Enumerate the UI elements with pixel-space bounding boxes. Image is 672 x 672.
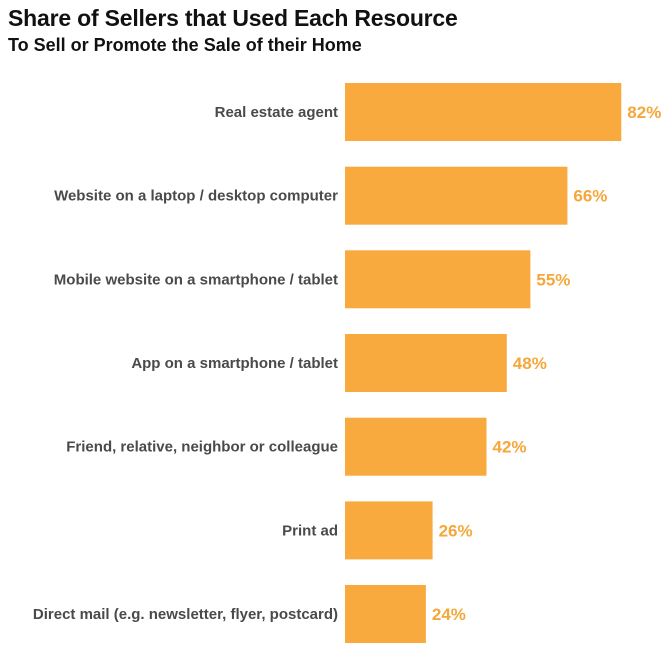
- category-label: Friend, relative, neighbor or colleague: [66, 439, 338, 456]
- category-label: App on a smartphone / tablet: [131, 355, 338, 372]
- bar: [345, 166, 568, 225]
- value-label: 55%: [536, 270, 570, 289]
- bar: [345, 250, 531, 309]
- category-label: Direct mail (e.g. newsletter, flyer, pos…: [33, 606, 338, 623]
- value-label: 82%: [627, 103, 661, 122]
- chart-subtitle: To Sell or Promote the Sale of their Hom…: [8, 35, 362, 55]
- category-label: Mobile website on a smartphone / tablet: [54, 271, 338, 288]
- value-label: 24%: [432, 605, 466, 624]
- bar: [345, 585, 426, 643]
- value-label: 66%: [573, 187, 607, 206]
- category-label: Print ad: [282, 522, 338, 539]
- bar: [345, 501, 433, 560]
- chart-title: Share of Sellers that Used Each Resource: [8, 5, 458, 31]
- category-label: Real estate agent: [215, 104, 338, 121]
- category-label: Website on a laptop / desktop computer: [54, 188, 338, 205]
- bar: [345, 417, 487, 476]
- value-label: 26%: [439, 521, 473, 540]
- value-label: 48%: [513, 354, 547, 373]
- value-label: 42%: [493, 438, 527, 457]
- bar: [345, 334, 507, 392]
- bar: [345, 83, 622, 141]
